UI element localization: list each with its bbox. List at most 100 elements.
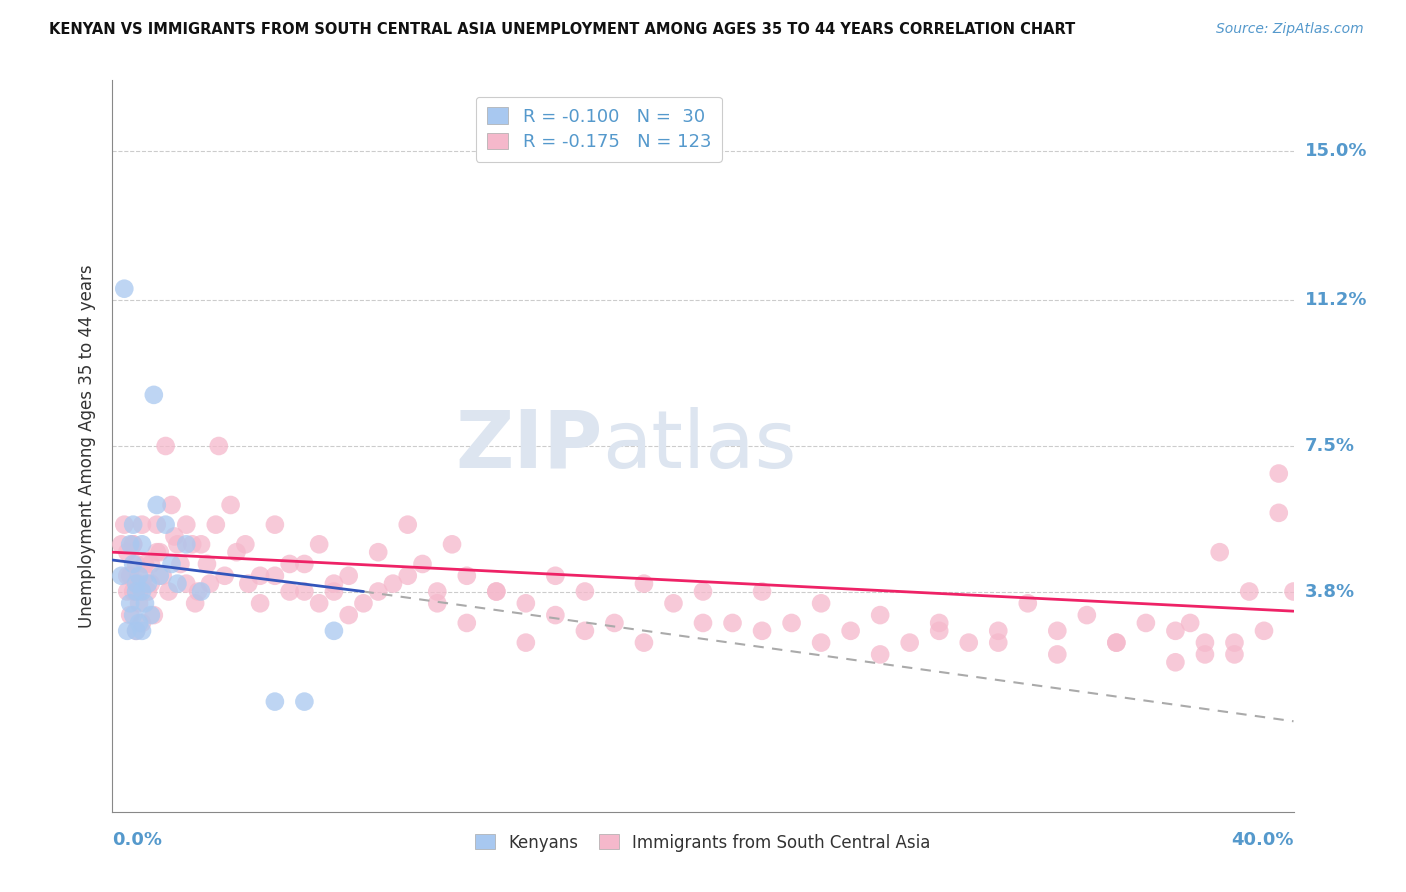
Point bbox=[323, 576, 346, 591]
Point bbox=[382, 576, 405, 591]
Point bbox=[692, 615, 714, 630]
Text: 15.0%: 15.0% bbox=[1305, 142, 1367, 160]
Point bbox=[633, 576, 655, 591]
Point bbox=[214, 568, 236, 582]
Point bbox=[1046, 624, 1069, 638]
Point bbox=[1208, 545, 1232, 559]
Point bbox=[142, 388, 165, 402]
Point bbox=[136, 576, 159, 591]
Text: 7.5%: 7.5% bbox=[1305, 437, 1354, 455]
Point bbox=[181, 537, 204, 551]
Legend: Kenyans, Immigrants from South Central Asia: Kenyans, Immigrants from South Central A… bbox=[468, 827, 938, 858]
Point bbox=[174, 576, 197, 591]
Point bbox=[323, 624, 346, 638]
Point bbox=[692, 584, 714, 599]
Text: 0.0%: 0.0% bbox=[112, 831, 163, 849]
Point bbox=[456, 568, 478, 582]
Point bbox=[603, 615, 626, 630]
Point bbox=[195, 557, 218, 571]
Point bbox=[544, 568, 567, 582]
Point bbox=[1017, 596, 1039, 610]
Point bbox=[352, 596, 374, 610]
Point bbox=[112, 282, 135, 296]
Point bbox=[174, 537, 197, 551]
Point bbox=[1268, 467, 1291, 481]
Point bbox=[367, 545, 389, 559]
Point bbox=[205, 517, 228, 532]
Point bbox=[544, 608, 567, 623]
Point bbox=[337, 568, 360, 582]
Point bbox=[633, 635, 655, 649]
Point bbox=[308, 537, 330, 551]
Point bbox=[117, 545, 138, 559]
Point bbox=[278, 557, 301, 571]
Point bbox=[120, 608, 142, 623]
Point bbox=[869, 608, 891, 623]
Point bbox=[110, 568, 132, 582]
Point bbox=[1253, 624, 1275, 638]
Point bbox=[1282, 584, 1305, 599]
Point bbox=[120, 596, 142, 610]
Point bbox=[751, 624, 773, 638]
Point bbox=[292, 695, 315, 709]
Point bbox=[128, 576, 150, 591]
Point bbox=[136, 584, 159, 599]
Point bbox=[208, 439, 231, 453]
Point bbox=[1223, 648, 1246, 662]
Point bbox=[219, 498, 242, 512]
Point bbox=[122, 537, 145, 551]
Point bbox=[249, 568, 271, 582]
Point bbox=[780, 615, 803, 630]
Point bbox=[139, 608, 162, 623]
Point bbox=[146, 517, 169, 532]
Point bbox=[1046, 648, 1069, 662]
Point bbox=[120, 568, 142, 582]
Point bbox=[1239, 584, 1261, 599]
Point bbox=[112, 517, 135, 532]
Point bbox=[441, 537, 464, 551]
Point bbox=[839, 624, 862, 638]
Point bbox=[515, 635, 537, 649]
Point bbox=[292, 584, 315, 599]
Y-axis label: Unemployment Among Ages 35 to 44 years: Unemployment Among Ages 35 to 44 years bbox=[77, 264, 96, 628]
Point bbox=[117, 624, 138, 638]
Point bbox=[110, 537, 132, 551]
Point bbox=[155, 439, 177, 453]
Point bbox=[125, 584, 148, 599]
Point bbox=[134, 596, 156, 610]
Point bbox=[928, 624, 950, 638]
Point bbox=[278, 584, 301, 599]
Point bbox=[190, 584, 212, 599]
Point bbox=[987, 635, 1010, 649]
Point bbox=[160, 498, 183, 512]
Point bbox=[149, 568, 172, 582]
Point bbox=[149, 545, 172, 559]
Point bbox=[1194, 635, 1216, 649]
Point bbox=[485, 584, 508, 599]
Point bbox=[125, 576, 148, 591]
Point bbox=[128, 568, 150, 582]
Point bbox=[125, 557, 148, 571]
Text: Source: ZipAtlas.com: Source: ZipAtlas.com bbox=[1216, 22, 1364, 37]
Point bbox=[128, 596, 150, 610]
Point bbox=[125, 624, 148, 638]
Point bbox=[721, 615, 744, 630]
Point bbox=[233, 537, 256, 551]
Point bbox=[174, 517, 197, 532]
Point bbox=[117, 584, 138, 599]
Point bbox=[810, 635, 832, 649]
Point bbox=[169, 557, 191, 571]
Point bbox=[751, 584, 773, 599]
Point bbox=[122, 517, 145, 532]
Point bbox=[131, 537, 153, 551]
Point bbox=[264, 568, 287, 582]
Point bbox=[120, 537, 142, 551]
Point bbox=[163, 529, 186, 543]
Point bbox=[869, 648, 891, 662]
Point bbox=[157, 584, 180, 599]
Point bbox=[987, 624, 1010, 638]
Point bbox=[485, 584, 508, 599]
Point bbox=[142, 608, 165, 623]
Point bbox=[146, 498, 169, 512]
Point bbox=[292, 557, 315, 571]
